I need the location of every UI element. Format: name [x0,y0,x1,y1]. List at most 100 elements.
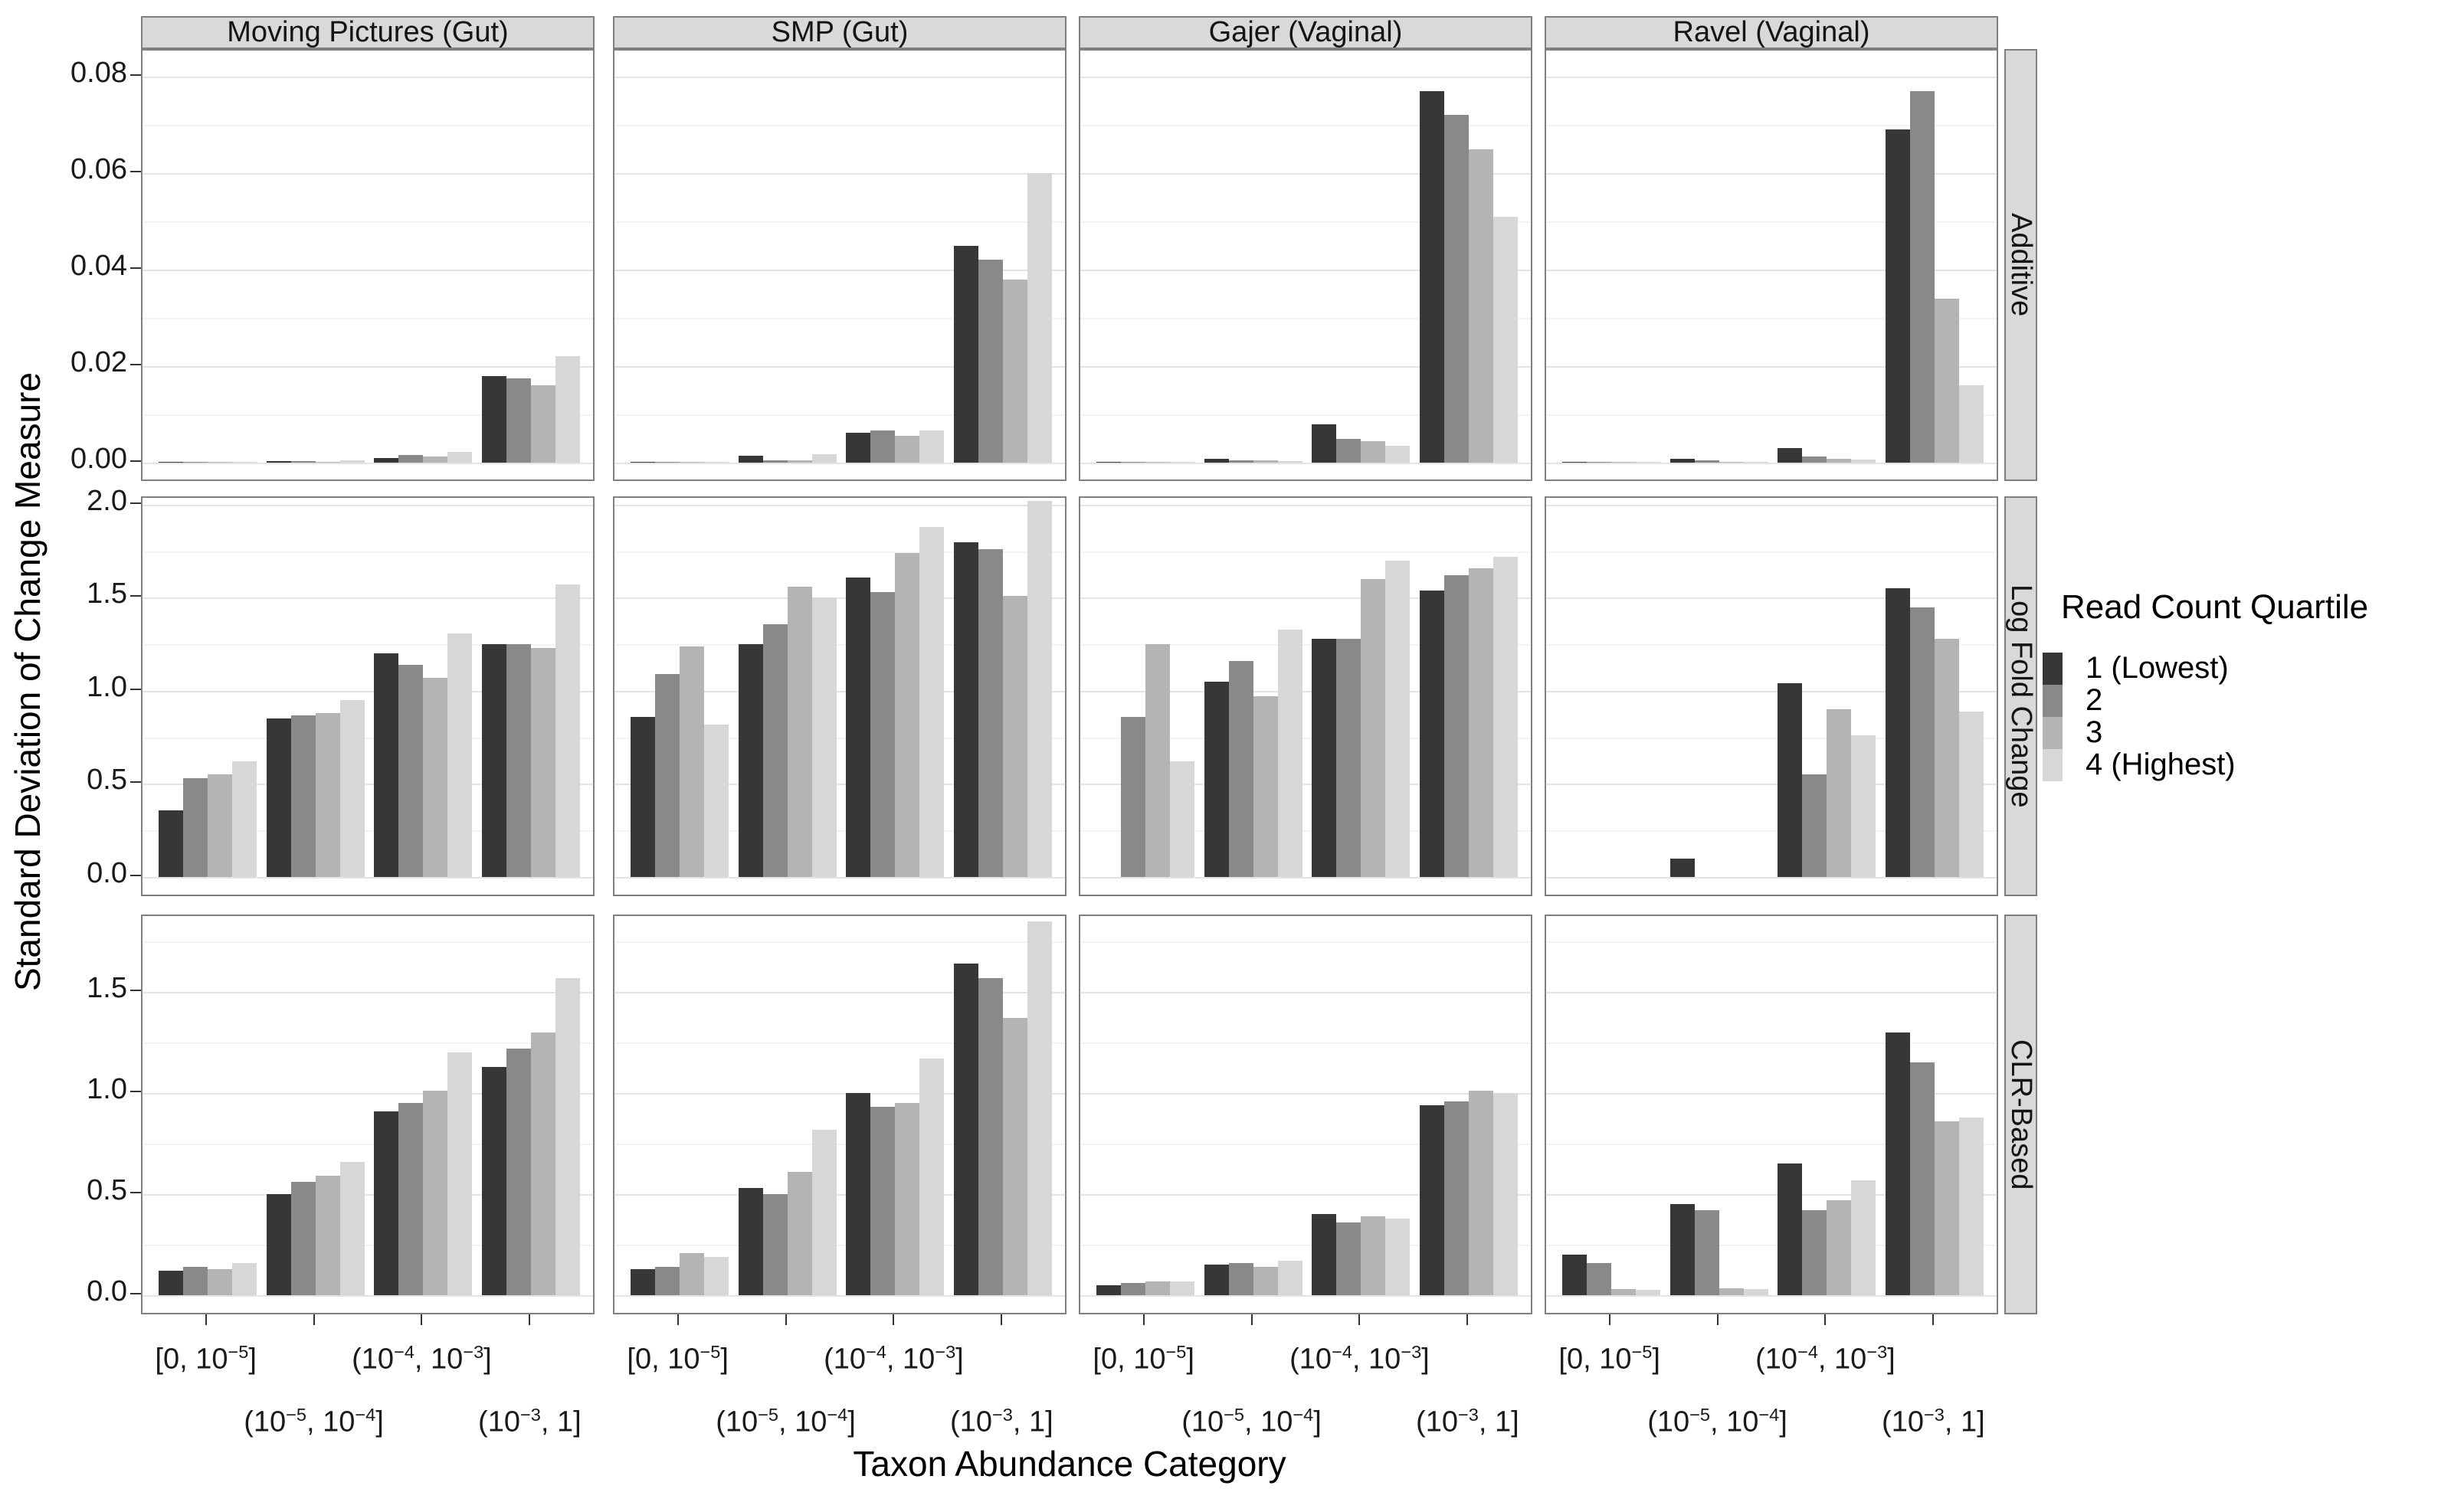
bar-q3-cat1 [208,462,232,463]
bar-q4-cat2 [812,1129,837,1295]
bar-q2-cat4 [978,549,1003,877]
bar-q3-cat2 [1253,1267,1278,1295]
bar-q3-cat4 [1003,279,1027,463]
minor-gridline [614,644,1065,646]
bar-q2-cat4 [506,644,531,877]
bar-q2-cat3 [1802,774,1827,877]
facet-panel [1545,49,1998,481]
bar-q3-cat2 [1719,1288,1744,1295]
bar-q4-cat2 [812,454,837,463]
x-axis-tick-mark [1932,1314,1935,1325]
minor-gridline [143,1042,593,1044]
minor-gridline [614,1042,1065,1044]
minor-gridline [1080,551,1531,553]
minor-gridline [614,1245,1065,1246]
minor-gridline [143,221,593,223]
x-axis-title: Taxon Abundance Category [853,1444,1286,1484]
bar-q3-cat1 [208,774,232,877]
minor-gridline [1080,318,1531,319]
bar-q1-cat3 [846,1093,870,1295]
bar-q3-cat3 [895,435,919,463]
major-gridline [1080,77,1531,79]
major-gridline [143,77,593,79]
bar-q4-cat2 [1744,1289,1768,1295]
bar-q2-cat2 [1229,460,1253,463]
bar-q2-cat4 [1910,1062,1935,1295]
bar-q4-cat2 [340,1161,365,1295]
legend-item-label: 1 (Lowest) [2086,651,2229,685]
minor-gridline [614,221,1065,223]
bar-q4-cat3 [919,1059,944,1295]
bar-q2-cat3 [1802,1210,1827,1295]
bar-q1-cat2 [1204,1265,1229,1295]
bar-q4-cat3 [919,527,944,877]
facet-panel [1079,496,1532,896]
facet-panel [613,915,1067,1314]
facet-panel [1079,915,1532,1314]
major-gridline [143,173,593,175]
y-axis-tick-mark [130,1293,141,1294]
bar-q3-cat2 [316,461,340,463]
x-axis-tick-label: [0, 10−5] [155,1342,257,1376]
bar-q2-cat4 [978,260,1003,463]
major-gridline [614,270,1065,271]
major-gridline [1080,784,1531,786]
bar-q1-cat3 [1778,1163,1802,1295]
bar-q3-cat2 [1719,461,1744,463]
bar-q3-cat2 [1253,460,1278,463]
facet-panel [613,496,1067,896]
major-gridline [143,1093,593,1095]
minor-gridline [1546,318,1997,319]
bar-q4-cat1 [1170,462,1194,463]
major-gridline [614,597,1065,600]
bar-q2-cat1 [1121,717,1145,877]
minor-gridline [614,125,1065,127]
bar-q3-cat1 [680,462,704,463]
bar-q3-cat1 [1145,462,1170,463]
bar-q2-cat1 [655,462,680,463]
major-gridline [614,1093,1065,1095]
bar-q2-cat4 [1444,575,1469,877]
bar-q1-cat1 [159,462,183,463]
bar-q2-cat1 [655,674,680,877]
major-gridline [143,1194,593,1196]
bar-q1-cat3 [1312,638,1336,877]
legend-key-swatch [2043,653,2063,685]
y-axis-tick-label: 0.5 [87,1174,127,1206]
bar-q2-cat1 [183,462,208,463]
bar-q4-cat2 [1744,461,1768,463]
bar-q4-cat1 [232,1262,257,1295]
y-axis-tick-mark [130,171,141,172]
minor-gridline [143,644,593,646]
minor-gridline [1546,1042,1997,1044]
legend-title: Read Count Quartile [2061,588,2369,626]
facet-column-strip: SMP (Gut) [613,16,1067,49]
x-axis-tick-mark [1466,1314,1469,1325]
major-gridline [1546,597,1997,600]
bar-q3-cat4 [1935,1121,1959,1295]
bar-q3-cat1 [1611,1289,1636,1295]
major-gridline [1546,690,1997,692]
bar-q3-cat3 [1827,709,1851,877]
major-gridline [1080,1194,1531,1196]
minor-gridline [143,125,593,127]
bar-q3-cat3 [423,1091,447,1295]
bar-q1-cat2 [1204,458,1229,463]
bar-q4-cat1 [1636,1290,1660,1295]
bar-q4-cat4 [1959,711,1984,877]
bar-q4-cat3 [447,633,472,877]
major-gridline [614,877,1065,879]
major-gridline [1546,1295,1997,1297]
minor-gridline [1080,830,1531,833]
bar-q3-cat3 [1361,440,1385,463]
minor-gridline [1080,1144,1531,1145]
bar-q4-cat3 [1385,1218,1410,1295]
x-axis-tick-mark [785,1314,787,1325]
bar-q2-cat2 [291,1182,316,1295]
major-gridline [614,1194,1065,1196]
bar-q1-cat4 [482,375,506,463]
x-axis-tick-mark [1824,1314,1827,1325]
bar-q4-cat3 [1385,560,1410,877]
major-gridline [1080,690,1531,692]
